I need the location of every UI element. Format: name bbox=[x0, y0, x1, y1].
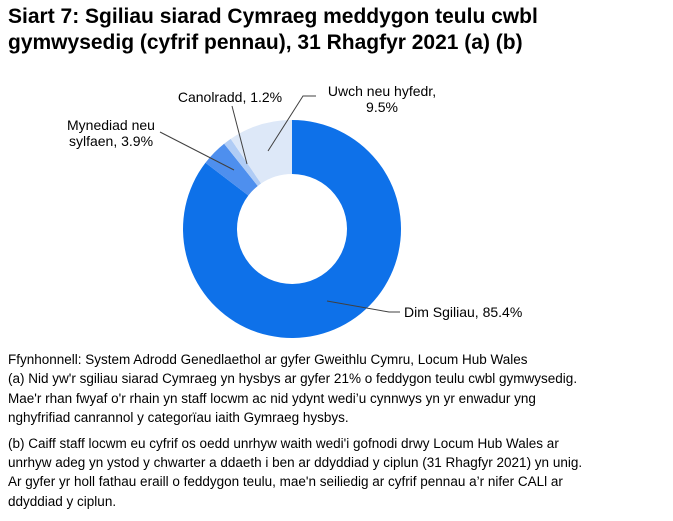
chart-title-line-1: Siart 7: Sgiliau siarad Cymraeg meddygon… bbox=[8, 5, 538, 28]
slice-uwch-neu-hyfedr bbox=[230, 120, 292, 184]
note-a-line-1: (a) Nid yw'r sgiliau siarad Cymraeg yn h… bbox=[8, 371, 578, 387]
chart-title: Siart 7: Sgiliau siarad Cymraeg meddygon… bbox=[8, 4, 538, 56]
slice-mynediad-neu-sylfaen bbox=[205, 143, 258, 196]
leader-line-canolradd bbox=[231, 105, 248, 165]
note-b-line-2: unrhyw adeg yn ystod y chwarter a ddaeth… bbox=[8, 455, 583, 471]
slice-label-mynediad-neu-sylfaen: Mynediad neu sylfaen, 3.9% bbox=[67, 117, 155, 149]
slice-canolradd bbox=[224, 138, 262, 186]
note-b-line-4: ddyddiad y ciplun. bbox=[8, 493, 117, 509]
note-b-line-1: (b) Caiff staff locwm eu cyfrif os oedd … bbox=[8, 435, 559, 451]
donut-slices bbox=[183, 120, 402, 338]
note-a-line-2: Mae'r rhan fwyaf o'r rhain yn staff locw… bbox=[8, 390, 536, 406]
leader-line-dim bbox=[326, 300, 400, 313]
source-line: Ffynhonnell: System Adrodd Genedlaethol … bbox=[8, 352, 528, 367]
slice-label-canolradd: Canolradd, 1.2% bbox=[177, 89, 283, 105]
note-b-line-3: Ar gyfer yr holl fathau eraill o feddygo… bbox=[8, 474, 563, 490]
leader-line-mynediad bbox=[159, 131, 235, 171]
note-b: (b) Caiff staff locwm eu cyfrif os oedd … bbox=[8, 434, 668, 512]
slice-label-dim-sgiliau: Dim Sgiliau, 85.4% bbox=[404, 304, 523, 320]
chart-title-line-2: gymwysedig (cyfrif pennau), 31 Rhagfyr 2… bbox=[8, 31, 523, 54]
slice-dim-sgiliau bbox=[183, 120, 402, 338]
leader-line-uwch bbox=[267, 95, 316, 152]
note-a: (a) Nid yw'r sgiliau siarad Cymraeg yn h… bbox=[8, 369, 668, 427]
footnotes: Ffynhonnell: System Adrodd Genedlaethol … bbox=[8, 350, 668, 511]
slice-label-uwch-neu-hyfedr: Uwch neu hyfedr, 9.5% bbox=[327, 83, 437, 115]
leader-lines bbox=[159, 95, 400, 313]
note-a-line-3: nghyfrifiad canrannol y categorïau iaith… bbox=[8, 410, 349, 426]
